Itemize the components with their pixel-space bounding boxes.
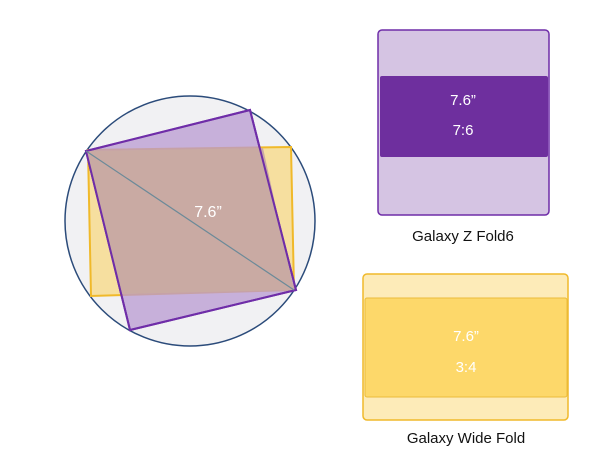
fold6-name: Galaxy Z Fold6 (412, 228, 514, 245)
wide-fold-name: Galaxy Wide Fold (407, 430, 525, 447)
wide-fold-band (364, 297, 568, 398)
fold6-size: 7.6” (450, 92, 476, 109)
screen-overlay-diagram: 7.6” (64, 95, 316, 347)
wide-fold-size: 7.6” (453, 328, 479, 345)
diagonal-label: 7.6” (194, 204, 222, 221)
wide-fold-ratio: 3:4 (456, 359, 477, 376)
diagonal-line (85, 150, 295, 291)
fold6-ratio: 7:6 (453, 122, 474, 139)
device-card-fold6: 7.6” 7:6 Galaxy Z Fold6 (377, 29, 550, 245)
device-card-wide-fold: 7.6” 3:4 Galaxy Wide Fold (362, 273, 569, 447)
fold6-band (380, 76, 548, 157)
fold6-screen-edge (84, 108, 298, 332)
